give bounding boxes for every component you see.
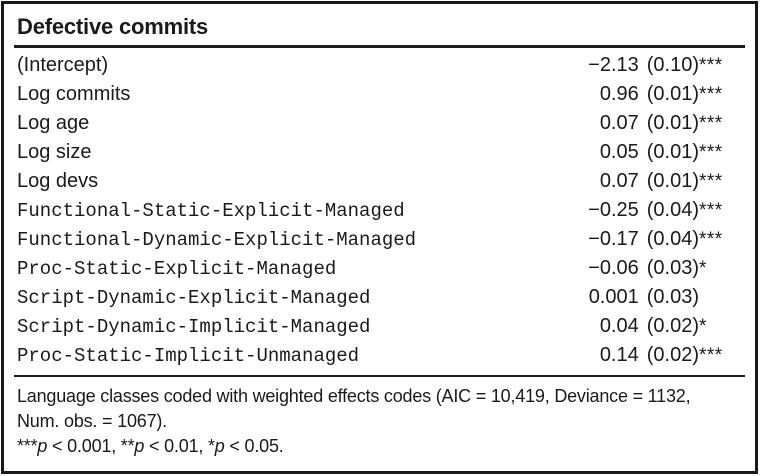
standard-error: (0.03): [646, 286, 699, 308]
significance-stars: ***: [699, 200, 723, 221]
table-row-functional-static-explicit-managed: Functional-Static-Explicit-Managed −0.25…: [14, 196, 745, 225]
coefficient-label: Functional-Static-Explicit-Managed: [17, 200, 405, 222]
estimate-value: 0.04: [599, 315, 639, 337]
coefficient-label: Log size: [17, 141, 92, 163]
standard-error: (0.02): [646, 344, 699, 366]
model-stats-note-line-1: Language classes coded with weighted eff…: [17, 386, 691, 406]
significance-stars: *: [699, 316, 707, 337]
legend-p-symbol: p: [37, 436, 48, 456]
legend-threshold-3: < 0.001,: [47, 436, 121, 456]
standard-error: (0.01): [646, 170, 699, 192]
significance-stars: ***: [699, 171, 723, 192]
significance-stars: *: [699, 258, 707, 279]
standard-error: (0.04): [646, 228, 699, 250]
estimate-value: 0.14: [599, 344, 639, 366]
standard-error: (0.01): [646, 83, 699, 105]
estimate-value: 0.05: [599, 141, 639, 163]
table-row-proc-static-implicit-unmanaged: Proc-Static-Implicit-Unmanaged 0.14 (0.0…: [14, 341, 745, 370]
estimate-value: −2.13: [588, 54, 639, 76]
table-row-log-devs: Log devs 0.07 (0.01) ***: [14, 167, 745, 196]
significance-stars: ***: [699, 113, 723, 134]
legend-p-symbol: p: [134, 436, 145, 456]
estimate-value: −0.25: [588, 199, 639, 221]
coefficient-label: Log devs: [17, 170, 99, 192]
legend-stars-2: **: [120, 436, 135, 456]
coefficient-label: (Intercept): [17, 54, 109, 76]
significance-stars: ***: [699, 229, 723, 250]
coefficient-label: Script-Dynamic-Explicit-Managed: [17, 287, 371, 309]
standard-error: (0.03): [646, 257, 699, 279]
legend-stars-1: *: [207, 436, 215, 456]
table-row-script-dynamic-implicit-managed: Script-Dynamic-Implicit-Managed 0.04 (0.…: [14, 312, 745, 341]
legend-threshold-2: < 0.01,: [144, 436, 208, 456]
significance-stars: ***: [699, 142, 723, 163]
estimate-value: 0.07: [599, 112, 639, 134]
table-row-log-commits: Log commits 0.96 (0.01) ***: [14, 80, 745, 109]
significance-stars: ***: [699, 84, 723, 105]
estimate-value: 0.001: [588, 286, 639, 308]
model-stats-note-line-2: Num. obs. = 1067).: [17, 411, 167, 431]
standard-error: (0.10): [646, 54, 699, 76]
legend-threshold-1: < 0.05.: [224, 436, 284, 456]
standard-error: (0.02): [646, 315, 699, 337]
coefficient-table-body: (Intercept) −2.13 (0.10) *** Log commits…: [4, 48, 755, 375]
table-title: Defective commits: [17, 14, 209, 39]
legend-stars-3: ***: [17, 436, 38, 456]
header-divider-rule: [14, 45, 745, 48]
coefficient-label: Log commits: [17, 83, 131, 105]
estimate-value: 0.96: [599, 83, 639, 105]
legend-p-symbol: p: [214, 436, 225, 456]
coefficient-label: Proc-Static-Explicit-Managed: [17, 258, 337, 280]
estimate-value: −0.06: [588, 257, 639, 279]
significance-stars: ***: [699, 55, 723, 76]
coefficient-label: Script-Dynamic-Implicit-Managed: [17, 316, 371, 338]
significance-stars: ***: [699, 345, 723, 366]
table-row-script-dynamic-explicit-managed: Script-Dynamic-Explicit-Managed 0.001 (0…: [14, 283, 745, 312]
table-row-log-age: Log age 0.07 (0.01) ***: [14, 109, 745, 138]
table-row-functional-dynamic-explicit-managed: Functional-Dynamic-Explicit-Managed −0.1…: [14, 225, 745, 254]
estimate-value: −0.17: [588, 228, 639, 250]
coefficient-label: Log age: [17, 112, 90, 134]
table-notes: Language classes coded with weighted eff…: [4, 377, 755, 459]
estimate-value: 0.07: [599, 170, 639, 192]
coefficient-label: Proc-Static-Implicit-Unmanaged: [17, 345, 360, 367]
table-row-log-size: Log size 0.05 (0.01) ***: [14, 138, 745, 167]
standard-error: (0.01): [646, 112, 699, 134]
table-row-proc-static-explicit-managed: Proc-Static-Explicit-Managed −0.06 (0.03…: [14, 254, 745, 283]
standard-error: (0.01): [646, 141, 699, 163]
footer-divider-rule: [14, 375, 745, 377]
table-row-intercept: (Intercept) −2.13 (0.10) ***: [14, 51, 745, 80]
significance-legend: ***p < 0.001, **p < 0.01, *p < 0.05.: [17, 434, 742, 459]
standard-error: (0.04): [646, 199, 699, 221]
coefficient-label: Functional-Dynamic-Explicit-Managed: [17, 229, 417, 251]
